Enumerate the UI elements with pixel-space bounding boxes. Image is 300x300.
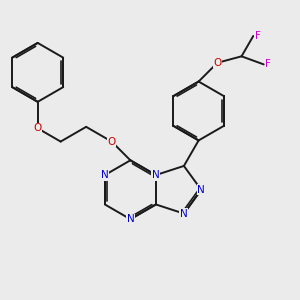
Text: N: N xyxy=(152,170,160,180)
Text: O: O xyxy=(107,136,116,147)
Text: N: N xyxy=(127,214,134,224)
Text: N: N xyxy=(180,208,188,219)
Text: F: F xyxy=(255,31,261,41)
Text: N: N xyxy=(197,185,205,195)
Text: O: O xyxy=(213,58,221,68)
Text: F: F xyxy=(265,59,271,69)
Text: N: N xyxy=(101,170,109,180)
Text: O: O xyxy=(34,123,42,133)
